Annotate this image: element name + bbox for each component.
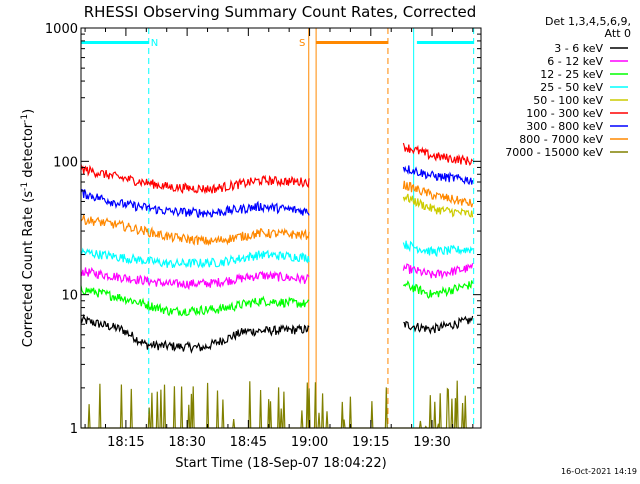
series-2: [80, 279, 474, 317]
series-3: [80, 240, 474, 269]
series-6: [80, 165, 474, 218]
legend-label-7: 800 - 7000 keV: [519, 133, 603, 146]
series-7: [80, 180, 474, 247]
chart-title: RHESSI Observing Summary Count Rates, Co…: [84, 3, 477, 21]
y-axis-label-end: ): [21, 109, 36, 114]
y-tick-label-2: 100: [53, 155, 78, 170]
x-axis: 18:15 18:30 18:45 19:00 19:15 19:30: [84, 28, 474, 450]
legend-label-1: 6 - 12 keV: [547, 55, 603, 68]
attenuator-markers: [80, 28, 475, 428]
legend-label-4: 50 - 100 keV: [533, 94, 603, 107]
status-label-0: N: [151, 38, 158, 49]
y-axis-label: Corrected Count Rate (s-1 detector-1): [20, 109, 36, 347]
status-bar-2: [416, 41, 474, 44]
series-7-segment-1: [402, 180, 474, 208]
series-6-segment-0: [80, 188, 310, 218]
status-bar-1: [316, 41, 388, 44]
status-label-1: S: [299, 38, 305, 49]
status-bar-0: [81, 41, 149, 44]
series-2-segment-1: [402, 279, 474, 299]
series-3-segment-0: [80, 247, 310, 269]
series-3-segment-1: [402, 240, 474, 258]
series-0: [80, 313, 474, 354]
y-tick-label-3: 1000: [45, 22, 78, 37]
x-tick-label-0: 18:15: [107, 435, 144, 450]
y-tick-label-0: 1: [70, 422, 78, 437]
series-7-segment-0: [80, 214, 310, 247]
legend-label-2: 12 - 25 keV: [540, 68, 603, 81]
series-1-segment-0: [80, 266, 310, 291]
series-0-segment-1: [403, 315, 474, 335]
legend-header-line-1: Det 1,3,4,5,6,9,: [545, 15, 631, 28]
series-5-segment-0: [80, 164, 310, 195]
series-5: [80, 142, 474, 195]
x-tick-label-3: 19:00: [291, 435, 328, 450]
series-1-segment-1: [402, 263, 474, 280]
series-4: [402, 193, 474, 218]
x-tick-label-1: 18:30: [168, 435, 205, 450]
y-axis-label-main: Corrected Count Rate (s: [21, 191, 36, 348]
plot-frame: [80, 27, 482, 429]
x-tick-label-2: 18:45: [230, 435, 267, 450]
series-5-segment-1: [402, 142, 474, 167]
legend-label-6: 300 - 800 keV: [526, 120, 603, 133]
x-tick-label-4: 19:15: [352, 435, 389, 450]
y-axis-label-mid: detector: [21, 122, 36, 182]
y-axis-label-sup2: -1: [20, 114, 30, 123]
x-axis-label: Start Time (18-Sep-07 18:04:22): [175, 456, 386, 471]
legend-label-0: 3 - 6 keV: [554, 42, 603, 55]
series-4-segment-0: [402, 193, 474, 218]
y-axis-label-sup1: -1: [20, 182, 30, 191]
generation-timestamp: 16-Oct-2021 14:19: [561, 467, 637, 476]
legend-label-5: 100 - 300 keV: [526, 107, 603, 120]
series-0-segment-0: [80, 313, 310, 354]
legend-label-3: 25 - 50 keV: [540, 81, 603, 94]
series-2-segment-0: [80, 285, 310, 317]
legend-header-line-2: Att 0: [605, 27, 631, 40]
y-tick-label-1: 10: [61, 289, 78, 304]
series-1: [80, 263, 474, 291]
y-axis: 1 10 100 1000: [45, 22, 481, 437]
x-tick-label-5: 19:30: [413, 435, 450, 450]
series-6-segment-1: [402, 165, 474, 186]
legend-label-8: 7000 - 15000 keV: [505, 146, 603, 159]
